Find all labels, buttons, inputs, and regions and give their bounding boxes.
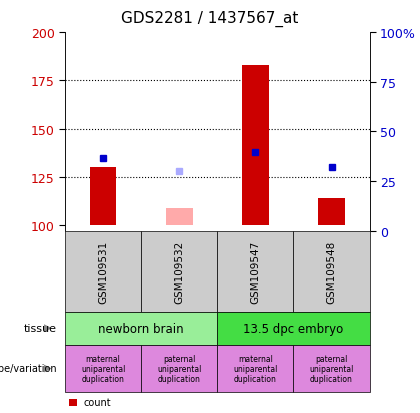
Text: tissue: tissue [24,323,57,333]
Bar [242,66,269,225]
Bar [90,168,116,225]
Bar [166,208,193,225]
Text: GSM109548: GSM109548 [326,240,336,303]
Bar [318,199,345,225]
Text: maternal
uniparental
duplication: maternal uniparental duplication [233,354,278,383]
Text: paternal
uniparental
duplication: paternal uniparental duplication [157,354,202,383]
Text: newborn brain: newborn brain [98,322,184,335]
Text: count: count [83,397,111,407]
Text: 13.5 dpc embryo: 13.5 dpc embryo [243,322,344,335]
Text: maternal
uniparental
duplication: maternal uniparental duplication [81,354,125,383]
Text: GSM109532: GSM109532 [174,240,184,303]
Text: GSM109531: GSM109531 [98,240,108,303]
Text: paternal
uniparental
duplication: paternal uniparental duplication [310,354,354,383]
Text: GDS2281 / 1437567_at: GDS2281 / 1437567_at [121,10,299,26]
Text: GSM109547: GSM109547 [250,240,260,303]
Text: genotype/variation: genotype/variation [0,363,57,374]
